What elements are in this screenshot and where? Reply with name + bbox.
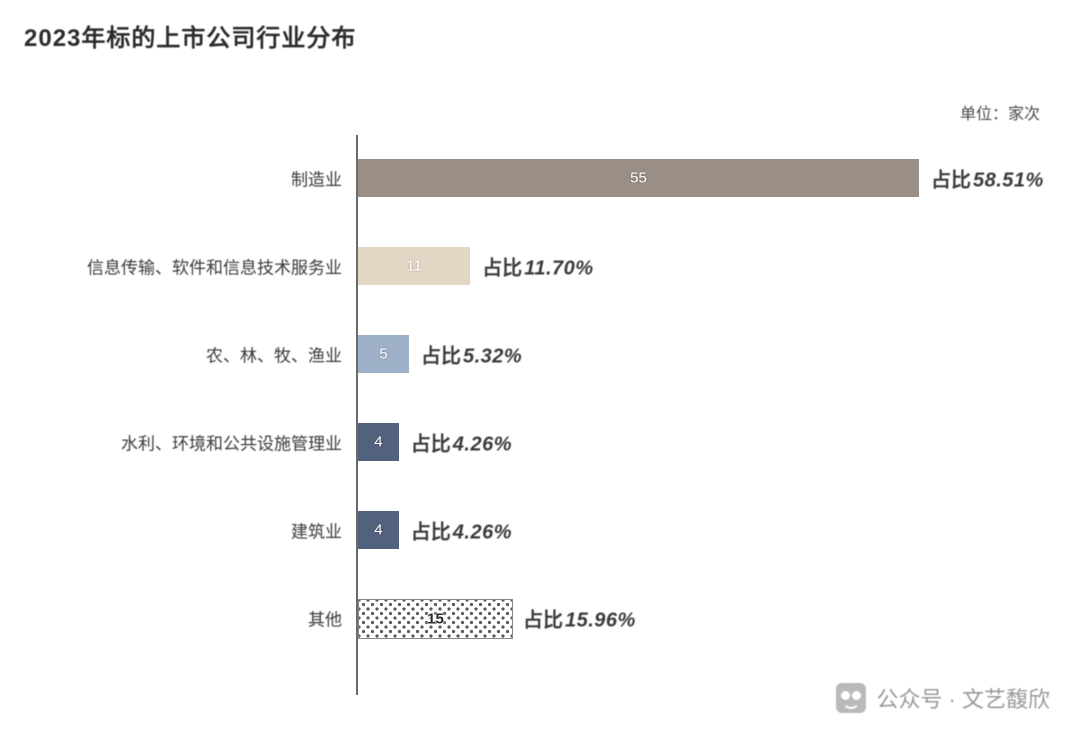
bar-value: 11	[406, 258, 422, 275]
bar-row: 农、林、牧、渔业 5 占比5.32%	[0, 333, 1080, 375]
percent-value: 5.32%	[463, 346, 522, 368]
percent-prefix: 占比	[421, 346, 461, 368]
percent-label: 占比58.51%	[931, 164, 1044, 193]
percent-value: 15.96%	[565, 610, 636, 632]
percent-label: 占比11.70%	[482, 252, 593, 281]
bar-value: 4	[374, 434, 382, 451]
bar: 4	[358, 511, 399, 549]
bar: 15	[358, 599, 513, 639]
percent-value: 11.70%	[524, 258, 593, 280]
bar-value: 4	[374, 522, 382, 539]
chart-plot-area: 制造业55占比58.51%信息传输、软件和信息技术服务业11占比11.70%农、…	[0, 145, 1080, 705]
chart-unit-label: 单位：家次	[960, 100, 1040, 124]
percent-prefix: 占比	[931, 170, 971, 192]
percent-value: 4.26%	[453, 522, 512, 544]
bar: 5	[358, 335, 409, 373]
percent-prefix: 占比	[411, 522, 451, 544]
percent-label: 占比4.26%	[411, 516, 512, 545]
percent-value: 58.51%	[973, 170, 1044, 192]
watermark: 公众号 · 文艺馥欣	[836, 682, 1050, 714]
percent-value: 4.26%	[453, 434, 512, 456]
percent-prefix: 占比	[523, 610, 563, 632]
percent-label: 占比15.96%	[523, 604, 636, 633]
percent-label: 占比5.32%	[421, 340, 522, 369]
bar-row: 制造业 55 占比58.51%	[0, 157, 1080, 199]
bar-row: 信息传输、软件和信息技术服务业 11 占比11.70%	[0, 245, 1080, 287]
category-label: 水利、环境和公共设施管理业	[121, 430, 342, 455]
bar: 11	[358, 247, 470, 285]
bar-value: 5	[379, 346, 387, 363]
category-label: 农、林、牧、渔业	[206, 342, 342, 367]
category-label: 其他	[308, 606, 342, 631]
wechat-icon	[836, 683, 866, 713]
category-label: 制造业	[291, 166, 342, 191]
bar-row: 建筑业 4 占比4.26%	[0, 509, 1080, 551]
bar-value: 55	[630, 170, 647, 187]
percent-label: 占比4.26%	[411, 428, 512, 457]
category-label: 建筑业	[291, 518, 342, 543]
bar-value: 15	[427, 611, 444, 628]
chart-title: 2023年标的上市公司行业分布	[24, 18, 356, 53]
bar: 4	[358, 423, 399, 461]
watermark-text: 公众号 · 文艺馥欣	[876, 682, 1050, 714]
category-label: 信息传输、软件和信息技术服务业	[87, 254, 342, 279]
bar-row: 水利、环境和公共设施管理业 4 占比4.26%	[0, 421, 1080, 463]
percent-prefix: 占比	[411, 434, 451, 456]
bar-row: 其他 15 占比15.96%	[0, 597, 1080, 639]
bar: 55	[358, 159, 919, 197]
percent-prefix: 占比	[482, 258, 522, 280]
